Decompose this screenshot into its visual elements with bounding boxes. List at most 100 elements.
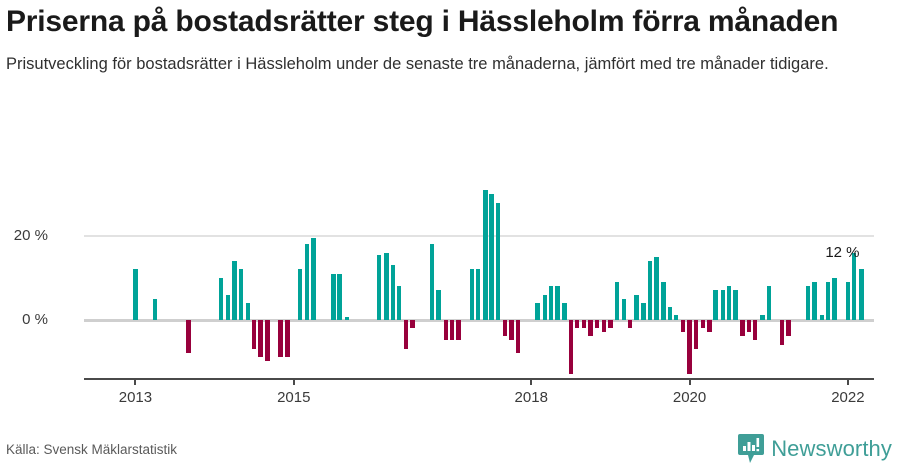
bar: [186, 319, 191, 353]
bar: [582, 319, 587, 328]
bar: [331, 273, 336, 320]
bar: [218, 277, 224, 320]
bar: [509, 319, 514, 341]
bar: [832, 277, 837, 320]
page-subtitle: Prisutveckling för bostadsrätter i Hässl…: [6, 55, 829, 74]
bar: [502, 319, 508, 337]
bar: [574, 319, 580, 328]
bar: [232, 261, 237, 320]
bar: [812, 282, 817, 320]
bar: [806, 286, 811, 320]
bar: [845, 282, 851, 320]
bar: [707, 319, 712, 333]
y-axis-tick-label: 20 %: [13, 227, 48, 245]
bar: [337, 273, 342, 320]
bar: [311, 238, 316, 320]
bar: [153, 298, 158, 320]
x-axis-tick: [846, 378, 849, 385]
bar: [667, 307, 672, 320]
bar: [713, 290, 718, 320]
bar: [430, 244, 435, 320]
speech-bubble-bar-chart-icon: [738, 434, 765, 464]
bar: [568, 319, 573, 374]
x-axis-tick: [530, 378, 533, 385]
y-axis-tick-label: 0 %: [22, 310, 48, 328]
bar: [608, 319, 613, 328]
bar: [245, 302, 251, 320]
bar: [449, 319, 455, 341]
bar: [225, 294, 231, 320]
bar: [621, 298, 627, 320]
bar: [740, 319, 745, 337]
value-annotation: 12 %: [825, 244, 860, 262]
bar: [258, 319, 263, 358]
bar: [687, 319, 692, 374]
x-axis-tick-label: 2018: [514, 389, 548, 406]
bar: [562, 302, 567, 320]
bar: [238, 269, 243, 320]
bar: [786, 319, 791, 337]
bar: [305, 244, 310, 320]
chart-footer: Källa: Svensk Mäklarstatistik Newsworthy: [0, 428, 900, 474]
bar: [601, 319, 607, 333]
bar: [825, 282, 831, 320]
source-note: Källa: Svensk Mäklarstatistik: [6, 442, 178, 457]
logo-wordmark: Newsworthy: [771, 436, 892, 461]
bar: [384, 252, 389, 320]
bar: [733, 290, 738, 320]
x-axis-tick-label: 2015: [277, 389, 311, 406]
bar: [627, 319, 633, 328]
page-title: Priserna på bostadsrätter steg i Hässleh…: [6, 5, 839, 38]
bar: [746, 319, 752, 333]
bar: [390, 265, 395, 320]
bar: [555, 286, 560, 320]
bar: [535, 302, 540, 320]
bar: [634, 294, 639, 320]
bar: [476, 269, 481, 320]
bar: [285, 319, 290, 358]
bar: [495, 202, 501, 320]
bar-chart: 0 % 20 % 12 % 2013 2015 2018 2020 2022: [0, 186, 900, 405]
bar: [548, 286, 554, 320]
bar: [852, 252, 857, 320]
bar: [588, 319, 593, 337]
bar: [673, 315, 679, 320]
x-axis-tick: [134, 378, 137, 385]
x-axis-tick-label: 2020: [672, 389, 707, 406]
bar: [436, 290, 441, 320]
bar: [819, 315, 824, 320]
bar: [489, 194, 494, 320]
bar: [377, 254, 382, 320]
bar: [700, 319, 706, 328]
bar: [661, 282, 666, 320]
plot-area: 0 % 20 % 12 %: [14, 186, 874, 378]
bar: [726, 286, 732, 320]
bar: [647, 261, 653, 320]
bar: [443, 319, 448, 341]
bar: [297, 269, 303, 320]
x-axis-line: [84, 378, 874, 380]
bar: [396, 286, 402, 320]
x-axis-tick-label: 2013: [118, 389, 153, 406]
chart-header: Priserna på bostadsrätter steg i Hässleh…: [6, 0, 886, 77]
bar: [403, 319, 409, 349]
x-axis-tick: [688, 378, 691, 385]
bar: [469, 269, 475, 320]
gridline-20: [84, 235, 874, 238]
bar: [859, 269, 864, 320]
bar: [760, 315, 765, 320]
bar: [753, 319, 758, 341]
bar: [515, 319, 520, 353]
bar: [720, 290, 725, 320]
bar: [614, 282, 619, 320]
bar: [654, 256, 659, 320]
bar: [779, 319, 785, 345]
bar: [766, 286, 771, 320]
bar: [410, 319, 415, 328]
bar: [641, 302, 646, 320]
x-axis-tick: [292, 378, 295, 385]
bar: [456, 319, 461, 341]
bar: [693, 319, 699, 349]
bar: [251, 319, 257, 349]
